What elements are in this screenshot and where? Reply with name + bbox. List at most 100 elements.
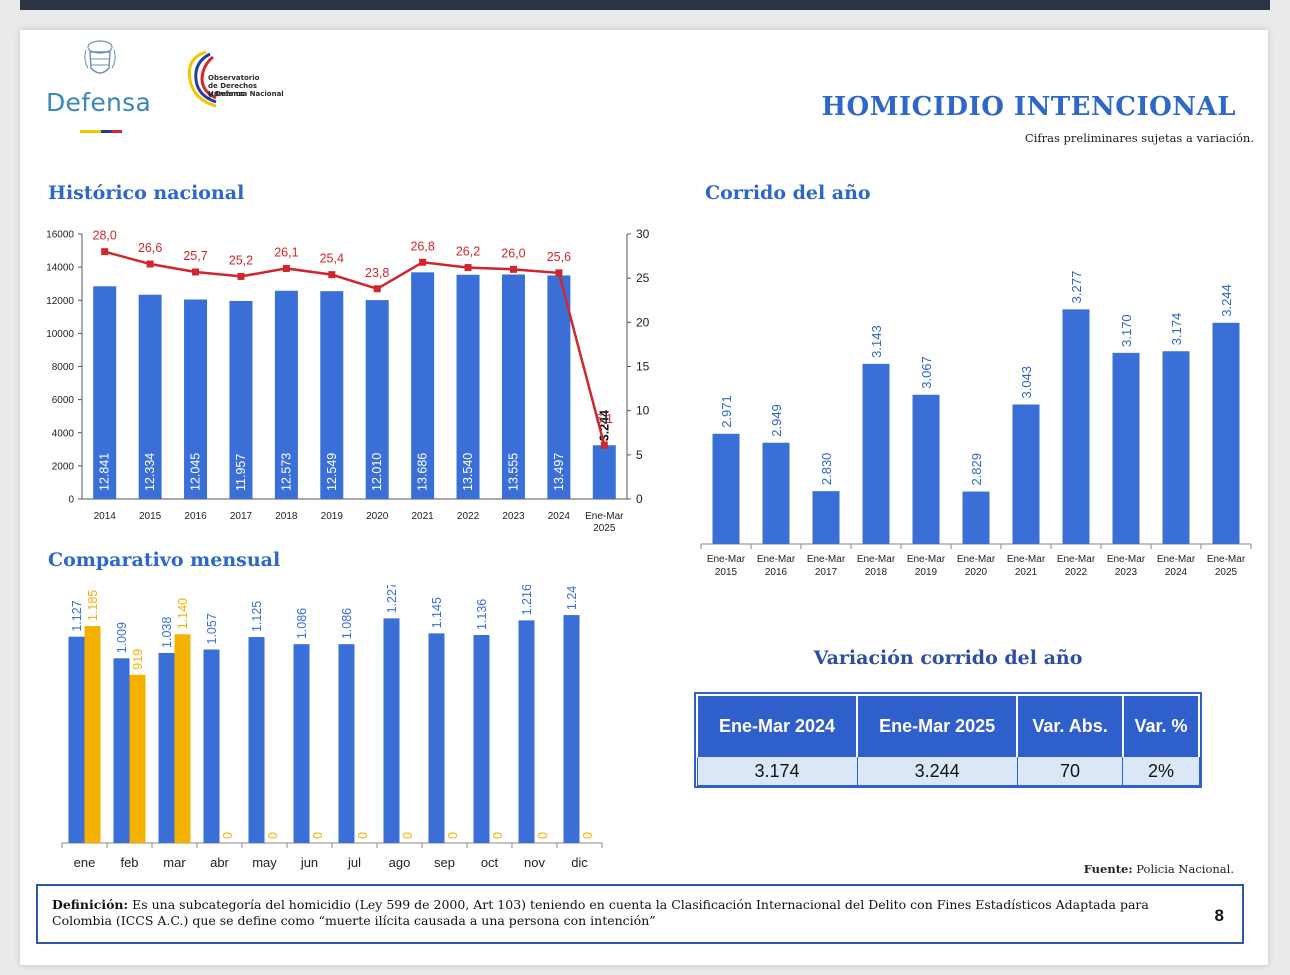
bar-value-label: 13.540	[461, 453, 475, 491]
x-tick-label: 2022	[457, 511, 480, 522]
bar	[129, 674, 146, 843]
source-note: Fuente: Policia Nacional.	[1084, 862, 1234, 876]
bar	[1212, 322, 1240, 544]
x-tick-label: Ene-Mar	[1057, 554, 1096, 565]
bar-value-label: 2.971	[719, 395, 734, 428]
x-tick-label: dic	[571, 855, 588, 870]
rate-value-label: 23,8	[365, 266, 389, 280]
rate-point	[419, 258, 427, 266]
rate-series-line	[104, 250, 606, 446]
report-page: Defensa Observatorio de Derechos Humanos…	[20, 30, 1268, 965]
x-tick-label: oct	[481, 855, 499, 870]
x-tick-label: 2025	[1215, 567, 1238, 578]
rate-point	[282, 264, 290, 272]
x-tick-label: jul	[347, 855, 361, 870]
page-number: 8	[1214, 906, 1224, 925]
bar-value-label: 2.830	[819, 453, 834, 486]
variation-table: Ene-Mar 2024 Ene-Mar 2025 Var. Abs. Var.…	[694, 692, 1202, 788]
variation-table-header-row: Ene-Mar 2024 Ene-Mar 2025 Var. Abs. Var.…	[695, 694, 1201, 757]
x-tick-label: 2021	[412, 511, 435, 522]
bar	[1162, 351, 1190, 544]
bar	[762, 442, 790, 544]
source-value: Policia Nacional.	[1136, 862, 1234, 876]
bar	[248, 637, 265, 843]
left-tick-label: 12000	[46, 296, 74, 307]
x-tick-label: sep	[434, 855, 455, 870]
bar-value-label: 3.277	[1069, 271, 1084, 304]
x-tick-label: 2017	[230, 511, 253, 522]
bar	[203, 649, 220, 843]
bar-value-label: 1.057	[205, 613, 219, 644]
x-tick-label: Ene-Mar	[585, 511, 624, 522]
bar	[113, 658, 130, 843]
x-tick-label: 2024	[1165, 567, 1188, 578]
x-tick-label: abr	[210, 855, 229, 870]
bar-value-label: 1.125	[250, 601, 264, 632]
x-tick-label: Ene-Mar	[707, 554, 746, 565]
right-tick-label: 0	[636, 492, 643, 506]
observatorio-logo: Observatorio de Derechos Humanos y Defen…	[180, 44, 290, 114]
section-title-mensual: Comparativo mensual	[48, 549, 281, 571]
bar-value-label: 12.573	[279, 453, 293, 491]
variation-header-pct: Var. %	[1121, 694, 1201, 757]
bar-value-label: 12.841	[98, 453, 112, 491]
bar-value-label: 2.949	[769, 404, 784, 437]
bar-value-label: 3.043	[1019, 366, 1034, 399]
section-title-corrido: Corrido del año	[705, 182, 871, 204]
rate-value-label: 26,1	[274, 245, 298, 259]
bar-value-label: 13.555	[506, 453, 520, 491]
x-tick-label: Ene-Mar	[1007, 554, 1046, 565]
left-tick-label: 8000	[52, 362, 75, 373]
x-tick-label: 2018	[275, 511, 298, 522]
x-tick-label: Ene-Mar	[957, 554, 996, 565]
section-title-variacion: Variación corrido del año	[813, 647, 1083, 669]
definition-text: Definición: Es una subcategoría del homi…	[52, 897, 1162, 929]
bar-value-label: 12.010	[370, 453, 384, 491]
x-tick-label: Ene-Mar	[1207, 554, 1246, 565]
rate-point	[328, 271, 336, 279]
bar	[862, 363, 890, 544]
bar-value-label: 919	[131, 649, 145, 670]
left-tick-label: 16000	[46, 230, 74, 241]
bar	[338, 644, 355, 843]
bar	[411, 272, 435, 499]
x-tick-label: 2019	[915, 567, 938, 578]
right-tick-label: 25	[636, 271, 650, 285]
defensa-wordmark: Defensa	[46, 88, 152, 117]
bar-value-label: 11.957	[234, 454, 248, 491]
bar-value-label: 0	[536, 832, 550, 839]
rate-point	[555, 269, 563, 277]
variation-cell-2024: 3.174	[696, 756, 858, 786]
x-tick-label: 2023	[502, 511, 525, 522]
bar-value-label: 0	[446, 832, 460, 839]
bar-value-label: 12.549	[325, 453, 339, 491]
bar-value-label: 1.136	[475, 599, 489, 630]
bar-value-label: 3.143	[869, 325, 884, 358]
x-tick-label: Ene-Mar	[1107, 554, 1146, 565]
x-tick-label: 2025	[593, 523, 616, 534]
coat-of-arms-icon	[84, 40, 116, 74]
bar-value-label: 1.227	[385, 585, 399, 613]
variation-cell-abs: 70	[1016, 756, 1124, 786]
bar-value-label: 2.829	[969, 453, 984, 486]
rate-value-label: 26,6	[138, 241, 162, 255]
x-tick-label: Ene-Mar	[757, 554, 796, 565]
bar	[138, 294, 162, 499]
x-tick-label: 2019	[321, 511, 344, 522]
right-tick-label: 10	[636, 404, 650, 418]
bar	[1112, 352, 1140, 544]
x-tick-label: nov	[524, 855, 545, 870]
bar	[158, 652, 175, 843]
variation-header-2025: Ene-Mar 2025	[856, 694, 1019, 757]
right-tick-label: 30	[636, 227, 650, 241]
bar	[174, 634, 191, 843]
x-tick-label: 2016	[184, 511, 207, 522]
page-title: HOMICIDIO INTENCIONAL	[821, 92, 1236, 122]
rate-value-label: 25,4	[320, 252, 344, 266]
x-tick-label: jun	[300, 855, 318, 870]
bar	[456, 274, 480, 499]
x-tick-label: 2016	[765, 567, 788, 578]
variation-cell-2025: 3.244	[856, 756, 1018, 786]
bar-value-label: 3.067	[919, 356, 934, 389]
right-tick-label: 20	[636, 315, 650, 329]
